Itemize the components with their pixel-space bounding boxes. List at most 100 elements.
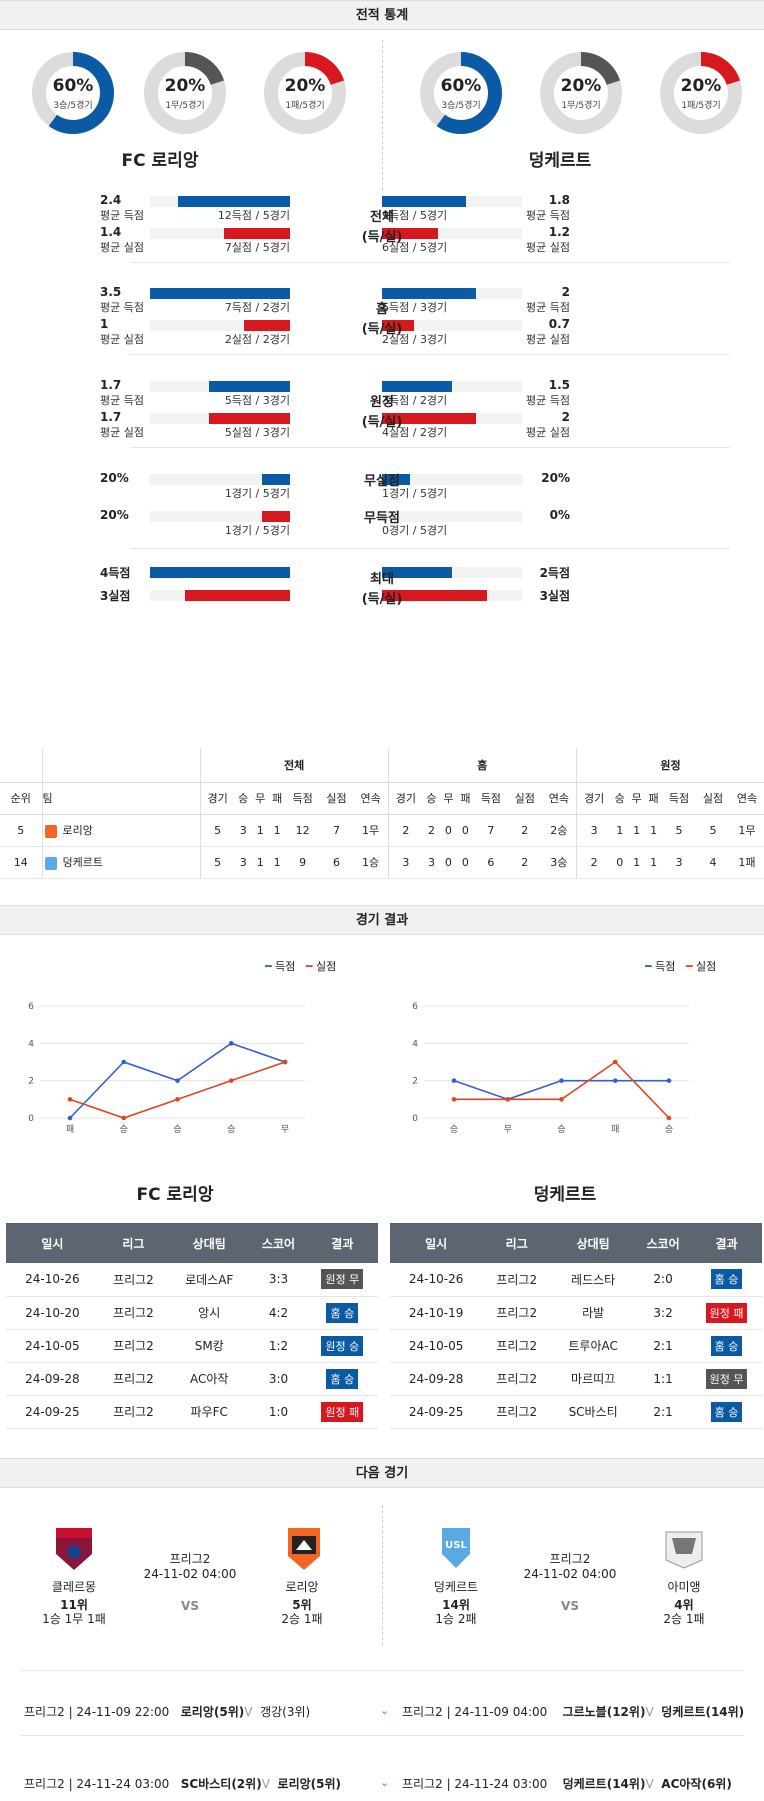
stat-category: 홈 (득/실) [361, 302, 403, 337]
result-badge: 원정 승 [321, 1335, 364, 1356]
conceded-point [559, 1097, 564, 1102]
results-header: 결과 [306, 1223, 378, 1263]
stat-label-away: 평균 득점 [526, 209, 570, 222]
stat-bar-home [208, 381, 290, 392]
divider [130, 262, 730, 263]
table-row: 24-10-26 프리그2 로데스AF 3:3 원정 무 [6, 1263, 378, 1297]
conceded-point [666, 1115, 672, 1121]
next-time: 24-11-02 04:00 [143, 1567, 237, 1581]
standings-cell: 2승 [541, 814, 577, 847]
stat-detail-home: 2실점 / 2경기 [224, 333, 290, 346]
standings-header: 실점 [319, 782, 354, 815]
conceded-point [282, 1059, 288, 1065]
result-badge: 홈 승 [326, 1368, 359, 1389]
standings-header: 패 [645, 782, 663, 815]
standings-cell: 0 [611, 846, 629, 879]
stat-bar-away [382, 413, 476, 424]
result-badge: 홈 승 [710, 1401, 743, 1422]
stat-value-home: 20% [100, 508, 129, 522]
standings-cell: 2 [507, 814, 542, 847]
results-table-home: 일시 리그 상대팀 스코어 결과 24-10-26 프리그2 로데스AF 3:3 원정 무 24-1… [6, 1223, 378, 1429]
stat-detail-away: 4실점 / 2경기 [382, 426, 448, 439]
divider [130, 548, 730, 549]
donut-percent: 20% [164, 76, 206, 96]
upcoming-item[interactable]: 프리그2 | 24-11-09 22:00 로리앙(5위)V 갱강(3위) [24, 1703, 310, 1720]
stat-bar-away [382, 320, 415, 331]
result-cell: 홈 승 [306, 1296, 378, 1330]
legend-conceded: 실점 [696, 960, 717, 973]
standings-cell: 1무 [353, 814, 389, 847]
results-cell: 프리그2 [482, 1263, 552, 1297]
scored-point [175, 1078, 180, 1083]
standings-cell: 1 [645, 814, 663, 847]
results-cell: 프리그2 [98, 1296, 169, 1330]
results-cell: 2:0 [635, 1263, 692, 1297]
donut-chart: 60% 3승/5경기 [30, 50, 116, 136]
standings-header: 실점 [696, 782, 730, 815]
stat-value-home: 20% [100, 471, 129, 485]
x-tick-label: 무 [504, 1124, 512, 1135]
stat-label-home: 평균 득점 [100, 209, 144, 222]
results-cell: 24-10-26 [390, 1263, 483, 1297]
stat-bar-away [382, 228, 438, 239]
scored-point [666, 1078, 672, 1083]
result-badge: 원정 무 [705, 1368, 748, 1389]
results-cell: 24-10-05 [390, 1329, 483, 1363]
donut-chart: 20% 1패/5경기 [262, 50, 348, 136]
result-cell: 홈 승 [691, 1395, 762, 1429]
divider [20, 1670, 744, 1671]
upcoming-item[interactable]: 프리그2 | 24-11-24 03:00 덩케르트(14위)V AC아작(6위… [402, 1775, 732, 1792]
donut-chart: 20% 1무/5경기 [142, 50, 228, 136]
upcoming-team2: 로리앙(5위) [277, 1777, 342, 1791]
standings-header: 패 [456, 782, 474, 815]
next-away-rank: 4위 [674, 1598, 694, 1612]
results-cell: 앙시 [168, 1296, 251, 1330]
results-header: 스코어 [635, 1223, 692, 1263]
stat-value-away: 3실점 [539, 589, 570, 603]
standings-cell: 2 [423, 814, 440, 847]
bar-track [382, 474, 522, 485]
table-row: 24-10-26 프리그2 레드스타 2:0 홈 승 [390, 1263, 762, 1297]
upcoming-item[interactable]: 프리그2 | 24-11-24 03:00 SC바스티(2위)V 로리앙(5위) [24, 1775, 341, 1792]
stat-bar-home [208, 413, 290, 424]
bar-track [150, 474, 290, 485]
team-name[interactable]: 덩케르트 [42, 846, 201, 879]
upcoming-item[interactable]: 프리그2 | 24-11-09 04:00 그르노블(12위)V 덩케르트(14… [402, 1703, 744, 1720]
standings-header: 경기 [200, 782, 235, 815]
standings-cell: 5 [200, 814, 235, 847]
result-badge: 원정 패 [321, 1401, 364, 1422]
results-cell: 1:1 [635, 1362, 692, 1396]
result-cell: 홈 승 [691, 1263, 762, 1297]
donut-sublabel: 1패/5경기 [681, 101, 721, 111]
stat-detail-away: 1경기 / 5경기 [382, 487, 448, 500]
upcoming-mark: V [645, 1777, 654, 1791]
standings-cell: 0 [456, 846, 474, 879]
stat-detail-home: 7실점 / 5경기 [224, 241, 290, 254]
team-name[interactable]: 로리앙 [42, 814, 201, 847]
stat-detail-away: 3득점 / 2경기 [382, 394, 448, 407]
result-cell: 원정 무 [306, 1263, 378, 1297]
y-tick-label: 6 [412, 1002, 418, 1012]
stat-bar-away [382, 196, 466, 207]
standings-cell: 5 [662, 814, 697, 847]
stat-bar-home [262, 474, 290, 485]
stat-label-home: 평균 실점 [100, 426, 144, 439]
results-cell: 프리그2 [482, 1395, 552, 1429]
y-tick-label: 6 [28, 1002, 34, 1012]
donut-sublabel: 3승/5경기 [441, 101, 481, 111]
stat-detail-home: 7득점 / 2경기 [224, 301, 290, 314]
stat-bar-away [382, 590, 487, 601]
standings-cell: 2 [507, 846, 542, 879]
stat-label-away: 평균 실점 [526, 333, 570, 346]
stat-value-away: 0.7 [548, 317, 570, 331]
home-team-name: FC 로리앙 [121, 151, 199, 171]
results-chart-home: 0 2 4 6 패 승 승 승 무 [28, 1002, 305, 1135]
standings-header: 승 [611, 782, 629, 815]
table-row: 24-10-20 프리그2 앙시 4:2 홈 승 [6, 1296, 378, 1330]
home-team-title: FC 로리앙 [136, 1185, 214, 1205]
stat-detail-home: 12득점 / 5경기 [217, 209, 290, 222]
result-cell: 원정 패 [306, 1395, 378, 1429]
table-row: 24-10-05 프리그2 SM캉 1:2 원정 승 [6, 1329, 378, 1363]
standings-cell: 0 [439, 814, 457, 847]
results-cell: 프리그2 [482, 1329, 552, 1363]
